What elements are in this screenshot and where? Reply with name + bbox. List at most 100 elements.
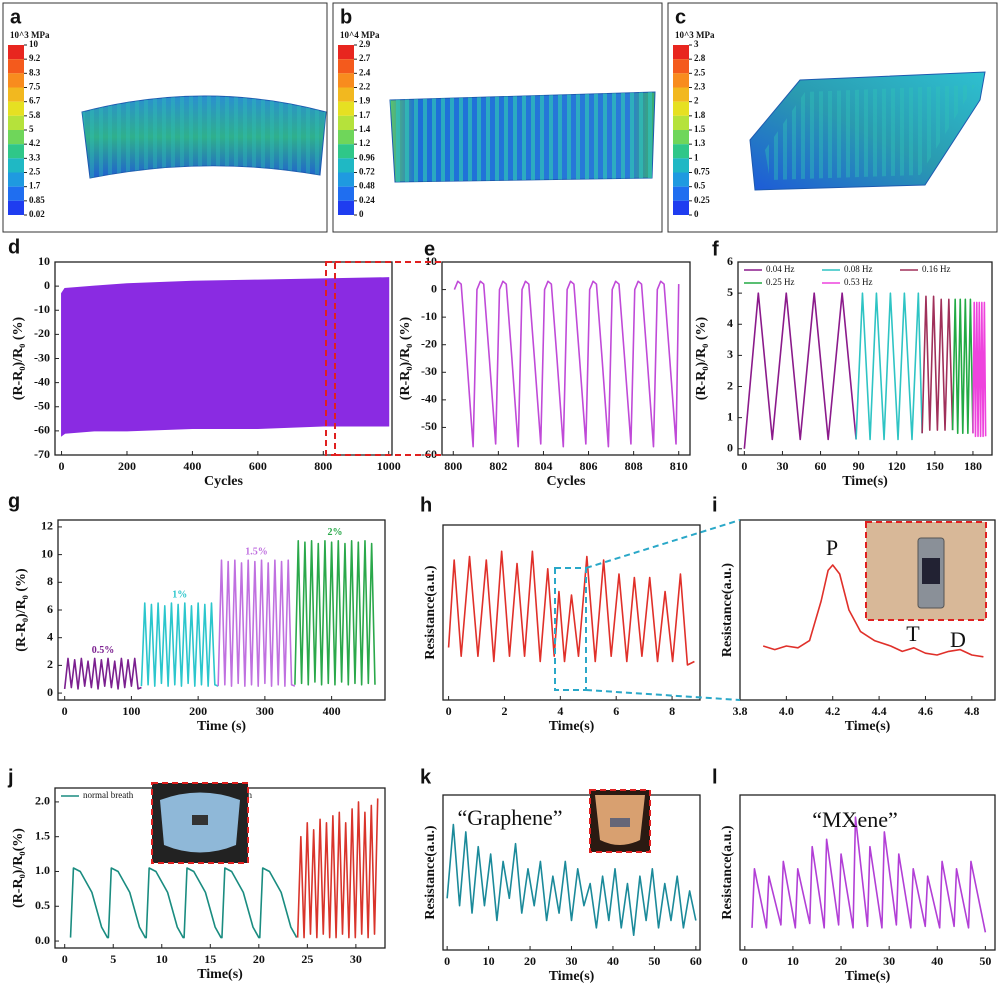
y-tick-label: -60: [34, 423, 50, 437]
colorbar-band: [338, 130, 354, 145]
y-tick-label: 2: [47, 657, 53, 671]
x-tick-label: 0: [446, 704, 452, 718]
x-axis-label: Time(s): [549, 969, 595, 984]
y-tick-label: 1.5: [35, 828, 50, 842]
panel-letter: b: [340, 6, 352, 28]
x-tick-label: 25: [301, 952, 313, 966]
x-tick-label: 20: [524, 954, 536, 968]
y-tick-label: -70: [34, 447, 50, 461]
plot-frame: [442, 524, 701, 701]
signal-line: [951, 298, 974, 435]
x-tick-label: 90: [853, 459, 865, 473]
x-axis-label: Time(s): [842, 474, 888, 489]
panel-letter: a: [10, 6, 22, 28]
colorbar-band: [673, 158, 689, 173]
y-tick-label: -50: [421, 419, 437, 433]
annotation: “Graphene”: [457, 805, 562, 830]
x-tick-label: 0: [444, 954, 450, 968]
plots: a10^3 MPa109.28.37.56.75.854.23.32.51.70…: [7, 6, 996, 984]
inset-chip: [922, 558, 940, 584]
series-label: 1.5%: [245, 546, 268, 557]
x-tick-label: 1000: [377, 459, 401, 473]
colorbar-tick-label: 1.9: [359, 96, 371, 106]
x-tick-label: 30: [883, 954, 895, 968]
colorbar-band: [8, 101, 24, 116]
y-tick-label: 1: [727, 409, 733, 423]
plot-frame: [441, 261, 691, 456]
panel-letter: l: [712, 766, 718, 788]
colorbar-tick-label: 0.75: [694, 167, 710, 177]
photo-inset: [589, 789, 651, 853]
x-tick-label: 0: [741, 459, 747, 473]
colorbar-tick-label: 2.3: [694, 82, 706, 92]
x-axis-label: Time(s): [197, 967, 243, 982]
signal-band: [61, 277, 390, 437]
series-label: 2%: [327, 527, 342, 538]
colorbar-band: [8, 158, 24, 173]
zoom-line: [585, 519, 741, 569]
inset-sensor: [610, 818, 630, 827]
x-tick-label: 4: [557, 704, 563, 718]
annotation: “MXene”: [812, 807, 898, 832]
signal-line: [296, 798, 379, 939]
colorbar-band: [8, 73, 24, 88]
x-tick-label: 400: [323, 704, 341, 718]
signal-line: [63, 657, 142, 690]
inset-sensor: [192, 815, 208, 825]
y-axis-label: Resistance(a.u.): [720, 563, 735, 657]
x-tick-label: 4.2: [825, 704, 840, 718]
signal-line: [140, 602, 219, 687]
colorbar-tick-label: 1.7: [359, 110, 371, 120]
colorbar-tick-label: 0.02: [29, 209, 45, 219]
y-tick-label: 0: [47, 685, 53, 699]
y-tick-label: 2: [727, 378, 733, 392]
colorbar-band: [8, 172, 24, 187]
signal-line: [294, 539, 376, 686]
legend-label: 0.16 Hz: [922, 264, 951, 274]
colorbar-band: [673, 73, 689, 88]
y-tick-label: -30: [34, 350, 50, 364]
annotation: P: [826, 535, 838, 560]
colorbar-band: [673, 87, 689, 102]
x-tick-label: 60: [690, 954, 702, 968]
colorbar-tick-label: 6.7: [29, 96, 41, 106]
colorbar-band: [338, 200, 354, 215]
colorbar-title: 10^4 MPa: [340, 30, 380, 40]
signal-line: [69, 867, 298, 939]
colorbar-band: [673, 115, 689, 130]
signal-line: [447, 550, 695, 666]
x-tick-label: 0: [742, 954, 748, 968]
panel-frame: [2, 2, 328, 233]
colorbar-band: [338, 45, 354, 60]
colorbar-band: [673, 200, 689, 215]
y-tick-label: -40: [34, 374, 50, 388]
colorbar-tick-label: 2.9: [359, 39, 371, 49]
legend-label: normal breath: [83, 790, 134, 800]
x-tick-label: 8: [669, 704, 675, 718]
y-tick-label: -50: [34, 399, 50, 413]
panel-letter: e: [424, 238, 435, 260]
y-tick-label: 12: [41, 519, 53, 533]
colorbar-tick-label: 0.5: [694, 181, 706, 191]
signal-line: [972, 301, 987, 438]
x-tick-label: 810: [670, 459, 688, 473]
x-tick-label: 30: [350, 952, 362, 966]
y-axis-label: (R-R₀)/R₀ (%): [11, 316, 26, 400]
signal-line: [751, 816, 987, 933]
colorbar-band: [673, 45, 689, 60]
x-tick-label: 808: [625, 459, 643, 473]
colorbar-tick-label: 0.48: [359, 181, 375, 191]
legend-label: 0.08 Hz: [844, 264, 873, 274]
colorbar-tick-label: 1.5: [694, 124, 706, 134]
plot-frame: [739, 794, 996, 951]
x-tick-label: 804: [534, 459, 552, 473]
y-axis-label: (R-R₀)/R₀(%): [11, 828, 26, 908]
signal-line: [446, 823, 697, 937]
x-tick-label: 60: [815, 459, 827, 473]
colorbar-band: [338, 158, 354, 173]
x-tick-label: 2: [501, 704, 507, 718]
x-tick-label: 180: [964, 459, 982, 473]
zoom-box: [325, 261, 336, 456]
x-tick-label: 40: [931, 954, 943, 968]
